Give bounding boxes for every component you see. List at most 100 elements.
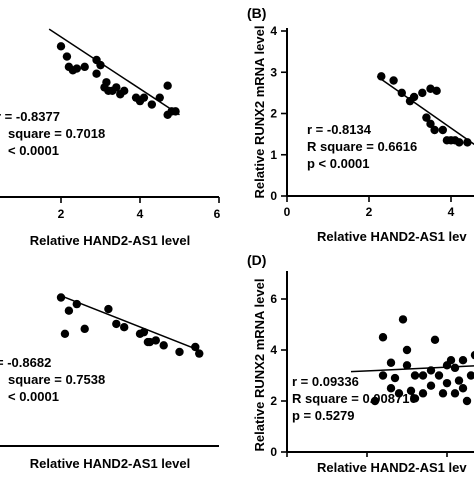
panel-d-data-point	[378, 371, 388, 380]
panel-a: 2 4 6 Relative HAND2-AS1 level r = -0.83…	[0, 28, 221, 248]
panel-d-y-tick-label: 6	[270, 292, 277, 306]
panel-a-data-point	[139, 93, 149, 102]
panel-a-data-point	[155, 93, 164, 102]
panel-d-y-tick-label: 2	[270, 394, 277, 408]
panel-d-data-point	[402, 361, 412, 370]
panel-d-data-point	[406, 386, 416, 395]
panel-c-stat-r2: square = 0.7538	[8, 372, 105, 387]
panel-d-data-point	[398, 315, 408, 324]
panel-c-data-point	[139, 327, 149, 337]
panel-d-data-point	[386, 358, 396, 367]
panel-d-data-point	[450, 389, 460, 398]
panel-b-data-point	[430, 125, 439, 135]
panel-a-x-axis-title: Relative HAND2-AS1 level	[30, 233, 190, 248]
panel-d-data-point	[430, 335, 440, 344]
panel-a-data-point	[80, 62, 89, 72]
panel-d-data-point	[454, 376, 464, 385]
panel-d-data-point	[458, 384, 468, 393]
panel-d-data-point	[410, 394, 420, 403]
panel-c-data-point	[60, 329, 70, 338]
panel-d-data-point	[446, 356, 456, 365]
panel-c-data-point	[159, 341, 168, 350]
panel-b-data-point	[397, 88, 406, 98]
panel-d-data-point	[418, 389, 428, 398]
panel-d-y-tick-label: 4	[270, 343, 277, 357]
panel-b-x-tick-label: 4	[448, 205, 455, 219]
panel-d-data-point	[394, 389, 404, 398]
panel-b-regression-line	[376, 75, 474, 146]
panel-d-data-point	[438, 389, 448, 398]
panel-b-data-point	[377, 72, 386, 81]
panel-b-data-point	[422, 113, 431, 122]
panel-a-x-tick-label: 4	[137, 207, 144, 221]
panel-c-stat-p: < 0.0001	[8, 389, 59, 404]
panel-d-data-point	[418, 371, 428, 380]
panel-a-stat-r: r = -0.8377	[0, 109, 60, 124]
panel-d-data-point	[434, 371, 444, 380]
panel-a-data-point	[72, 64, 82, 73]
panel-d-data-point	[462, 396, 472, 406]
panel-b-x-tick-label: 0	[284, 205, 291, 219]
panel-d-x-axis-title: Relative HAND2-AS1 lev	[317, 460, 467, 474]
panel-a-data-point	[171, 107, 180, 116]
panel-d-data-point	[450, 363, 460, 373]
panel-b-y-tick-label: 4	[270, 24, 277, 38]
panel-a-data-point	[163, 81, 172, 90]
panel-b-y-tick-label: 2	[270, 107, 277, 121]
panel-c-stat-r: = -0.8682	[0, 355, 51, 370]
panel-c-data-point	[104, 304, 113, 314]
panel-d-data-point	[402, 345, 412, 355]
panel-b-data-point	[463, 138, 472, 147]
panel-b-stat-p: p < 0.0001	[307, 156, 370, 171]
panel-c-data-point	[112, 319, 121, 329]
panel-d-y-axis-title: Relative RUNX2 mRNA level	[252, 279, 267, 452]
panel-a-regression-line	[48, 28, 180, 116]
panel-d-data-point	[442, 378, 452, 388]
panel-c-data-point	[195, 349, 204, 358]
panel-b-data-point	[438, 125, 447, 135]
panel-c: = -0.8682 square = 0.7538 < 0.0001 Relat…	[0, 293, 219, 471]
panel-d-label: (D)	[247, 252, 266, 268]
panel-b-stat-r2: R square = 0.6616	[307, 139, 417, 154]
panel-c-regression-line	[60, 295, 200, 351]
panel-b-x-tick-label: 2	[366, 205, 373, 219]
panel-c-x-axis-title: Relative HAND2-AS1 level	[30, 456, 190, 471]
panel-a-data-point	[120, 86, 129, 96]
panel-d-data-point	[386, 384, 396, 393]
panel-d-y-tick-label: 0	[270, 445, 277, 459]
panel-c-data-point	[175, 347, 184, 357]
panel-b-y-tick-label: 3	[270, 65, 277, 79]
panel-c-data-point	[80, 324, 89, 334]
panel-d-data-point	[470, 351, 474, 360]
panel-d-stat-r: r = 0.09336	[292, 374, 359, 389]
panel-d-data-point	[370, 396, 380, 406]
panel-d-data-point	[378, 333, 388, 342]
panel-c-data-point	[72, 299, 82, 309]
panel-b-y-axis-title: Relative RUNX2 mRNA level	[252, 26, 267, 199]
panel-d: (D) 0 2 4 6 Relative HAND2-AS1 lev Relative…	[247, 252, 474, 475]
panel-b-x-axis-title: Relative HAND2-AS1 lev	[317, 229, 467, 244]
panel-c-data-point	[191, 342, 200, 352]
panel-b-y-tick-label: 0	[270, 189, 277, 203]
panel-c-data-point	[56, 293, 66, 302]
panel-d-data-point	[410, 371, 420, 380]
panel-a-data-point	[56, 42, 66, 51]
panel-d-data-point	[458, 356, 468, 365]
panel-a-data-point	[92, 69, 101, 78]
panel-b-data-point	[389, 76, 398, 85]
panel-a-x-tick-label: 6	[214, 207, 221, 221]
panel-b-data-point	[418, 88, 427, 98]
panel-b-label: (B)	[247, 5, 266, 21]
panel-b-data-point	[409, 92, 419, 102]
panel-a-stat-p: < 0.0001	[8, 143, 59, 158]
panel-a-stat-r2: square = 0.7018	[8, 126, 105, 141]
panel-b-data-point	[432, 86, 441, 96]
panel-a-data-point	[102, 78, 111, 87]
panel-d-data-point	[426, 366, 436, 375]
panel-b-data-point	[426, 119, 435, 129]
panel-a-data-point	[147, 100, 157, 109]
panel-a-data-point	[112, 83, 121, 92]
panel-d-data-point	[390, 373, 400, 383]
panel-c-data-point	[64, 306, 74, 315]
